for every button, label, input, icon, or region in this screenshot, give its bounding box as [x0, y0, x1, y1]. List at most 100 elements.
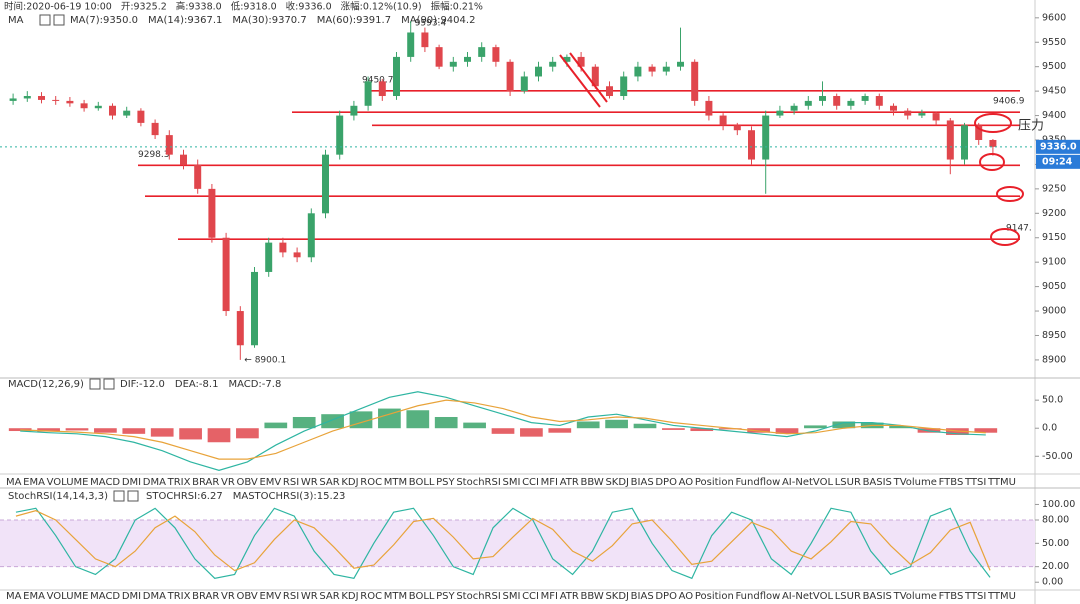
- indicator-tab[interactable]: PSY: [436, 591, 455, 602]
- indicator-tab[interactable]: DPO: [655, 477, 677, 488]
- indicator-tab[interactable]: EMV: [259, 477, 281, 488]
- indicator-tab[interactable]: BIAS: [631, 477, 654, 488]
- candle-body: [932, 113, 940, 121]
- indicator-tab[interactable]: VOLUME: [47, 591, 89, 602]
- indicator-tab[interactable]: RSI: [283, 477, 299, 488]
- indicator-tab[interactable]: TTSI: [964, 477, 986, 488]
- histogram-bar: [37, 428, 60, 432]
- legend-icon: [103, 378, 115, 390]
- indicator-tab[interactable]: BRAR: [192, 591, 219, 602]
- indicator-tab[interactable]: AO: [679, 591, 694, 602]
- indicator-tab[interactable]: EMV: [259, 591, 281, 602]
- candle-body: [52, 99, 60, 101]
- indicator-tab[interactable]: TTMU: [987, 477, 1016, 488]
- indicator-tab[interactable]: BOLL: [409, 477, 435, 488]
- y-tick-label: 0.00: [1042, 577, 1063, 588]
- indicator-tab[interactable]: ROC: [360, 591, 382, 602]
- indicator-tab[interactable]: BRAR: [192, 477, 219, 488]
- indicator-tab[interactable]: MTM: [384, 477, 407, 488]
- indicator-tab[interactable]: SMI: [502, 477, 520, 488]
- indicator-tab[interactable]: DMI: [122, 591, 141, 602]
- indicator-tab[interactable]: SMI: [502, 591, 520, 602]
- candle-body: [861, 96, 869, 101]
- indicator-tab[interactable]: TVolume: [893, 477, 937, 488]
- indicator-tab[interactable]: MFI: [541, 477, 558, 488]
- indicator-tab[interactable]: ATR: [560, 591, 579, 602]
- indicator-tab[interactable]: MACD: [90, 477, 120, 488]
- indicator-tab[interactable]: EMA: [23, 477, 45, 488]
- indicator-tab[interactable]: PSY: [436, 477, 455, 488]
- indicator-tab[interactable]: Position: [695, 477, 734, 488]
- indicator-tab[interactable]: MFI: [541, 591, 558, 602]
- countdown-box: [1036, 154, 1080, 169]
- indicator-tab[interactable]: KDJ: [341, 477, 358, 488]
- indicator-tab[interactable]: Position: [695, 591, 734, 602]
- indicator-tab[interactable]: DMA: [143, 591, 166, 602]
- candle-body: [279, 242, 287, 253]
- indicator-tab[interactable]: OBV: [237, 591, 258, 602]
- stoch-line: [15, 510, 991, 572]
- header-info: 振幅:0.21%: [431, 1, 483, 13]
- candle-body: [180, 154, 187, 165]
- indicator-tab[interactable]: BBW: [581, 591, 604, 602]
- histogram-bar: [804, 425, 827, 429]
- y-tick-label: -50.00: [1042, 451, 1073, 462]
- indicator-tab[interactable]: AO: [679, 477, 694, 488]
- indicator-tab[interactable]: StochRSI: [456, 591, 500, 602]
- indicator-tab[interactable]: DMA: [143, 477, 166, 488]
- indicator-tab[interactable]: Fundflow: [735, 591, 780, 602]
- indicator-tab[interactable]: WR: [301, 591, 318, 602]
- indicator-tab[interactable]: CCI: [522, 477, 539, 488]
- indicator-tab[interactable]: SKDJ: [605, 477, 629, 488]
- indicator-tab[interactable]: StochRSI: [456, 477, 500, 488]
- indicator-tab[interactable]: MACD: [90, 591, 120, 602]
- indicator-tab[interactable]: SKDJ: [605, 591, 629, 602]
- candle-body: [975, 125, 983, 140]
- indicator-tab[interactable]: TRIX: [167, 477, 191, 488]
- indicator-tab[interactable]: AI-NetVOL: [782, 591, 833, 602]
- indicator-tab[interactable]: ROC: [360, 477, 382, 488]
- indicator-tab[interactable]: WR: [301, 477, 318, 488]
- indicator-tab[interactable]: TVolume: [893, 591, 937, 602]
- indicator-tab[interactable]: MA: [6, 477, 22, 488]
- indicator-tab[interactable]: RSI: [283, 591, 299, 602]
- indicator-tab[interactable]: OBV: [237, 477, 258, 488]
- indicator-tab[interactable]: DPO: [655, 591, 677, 602]
- indicator-tab[interactable]: MTM: [384, 591, 407, 602]
- y-tick-label: 9100: [1042, 257, 1066, 268]
- indicator-tab[interactable]: BOLL: [409, 591, 435, 602]
- indicator-tab[interactable]: SAR: [319, 591, 339, 602]
- indicator-tab[interactable]: BASIS: [863, 591, 892, 602]
- indicator-tab[interactable]: VR: [221, 591, 235, 602]
- level-label: 9450.7: [362, 75, 394, 85]
- histogram-bar: [264, 422, 288, 429]
- histogram-bar: [576, 421, 600, 429]
- indicator-tab[interactable]: EMA: [23, 591, 45, 602]
- indicator-tab[interactable]: Fundflow: [735, 477, 780, 488]
- indicator-tab[interactable]: TRIX: [167, 591, 191, 602]
- indicator-tab[interactable]: CCI: [522, 591, 539, 602]
- indicator-tab[interactable]: TTMU: [987, 591, 1016, 602]
- indicator-tab[interactable]: LSUR: [835, 591, 861, 602]
- indicator-tab[interactable]: LSUR: [835, 477, 861, 488]
- indicator-tab[interactable]: KDJ: [341, 591, 358, 602]
- candle-body: [307, 213, 315, 258]
- candle-body: [236, 311, 244, 346]
- y-tick-label: 9000: [1042, 306, 1066, 317]
- indicator-tab[interactable]: BASIS: [863, 477, 892, 488]
- indicator-tab[interactable]: SAR: [319, 477, 339, 488]
- trend-line: [569, 52, 608, 103]
- last-price-label: 9336.0: [1040, 141, 1077, 152]
- y-tick-label: 9250: [1042, 183, 1066, 194]
- indicator-tab[interactable]: BBW: [581, 477, 604, 488]
- indicator-tab[interactable]: VR: [221, 477, 235, 488]
- indicator-tab[interactable]: TTSI: [964, 591, 986, 602]
- indicator-tab[interactable]: VOLUME: [47, 477, 89, 488]
- indicator-tab[interactable]: ATR: [560, 477, 579, 488]
- indicator-tab[interactable]: DMI: [122, 477, 141, 488]
- indicator-tab[interactable]: BIAS: [631, 591, 654, 602]
- indicator-tab[interactable]: MA: [6, 591, 22, 602]
- indicator-tab[interactable]: FTBS: [939, 477, 964, 488]
- indicator-tab[interactable]: FTBS: [939, 591, 964, 602]
- indicator-tab[interactable]: AI-NetVOL: [782, 477, 833, 488]
